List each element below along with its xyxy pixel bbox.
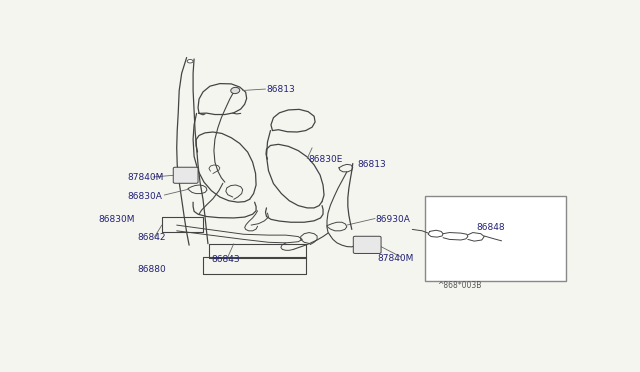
Text: ^868*003B: ^868*003B <box>437 281 481 290</box>
Text: 86843: 86843 <box>211 255 240 264</box>
Text: 86930A: 86930A <box>375 215 410 224</box>
Text: 87840M: 87840M <box>127 173 163 182</box>
Text: 86830M: 86830M <box>99 215 135 224</box>
Text: 87840M: 87840M <box>378 254 414 263</box>
FancyBboxPatch shape <box>173 167 198 183</box>
Ellipse shape <box>231 87 240 94</box>
Circle shape <box>187 60 193 63</box>
FancyBboxPatch shape <box>353 236 381 253</box>
Text: 86813: 86813 <box>358 160 387 169</box>
Bar <box>425 196 566 281</box>
Text: 86813: 86813 <box>266 84 295 93</box>
Text: 86830A: 86830A <box>127 192 162 201</box>
Text: 86848: 86848 <box>477 224 506 232</box>
Text: 86842: 86842 <box>137 234 166 243</box>
Text: 86830E: 86830E <box>308 155 342 164</box>
Text: 86880: 86880 <box>137 265 166 274</box>
